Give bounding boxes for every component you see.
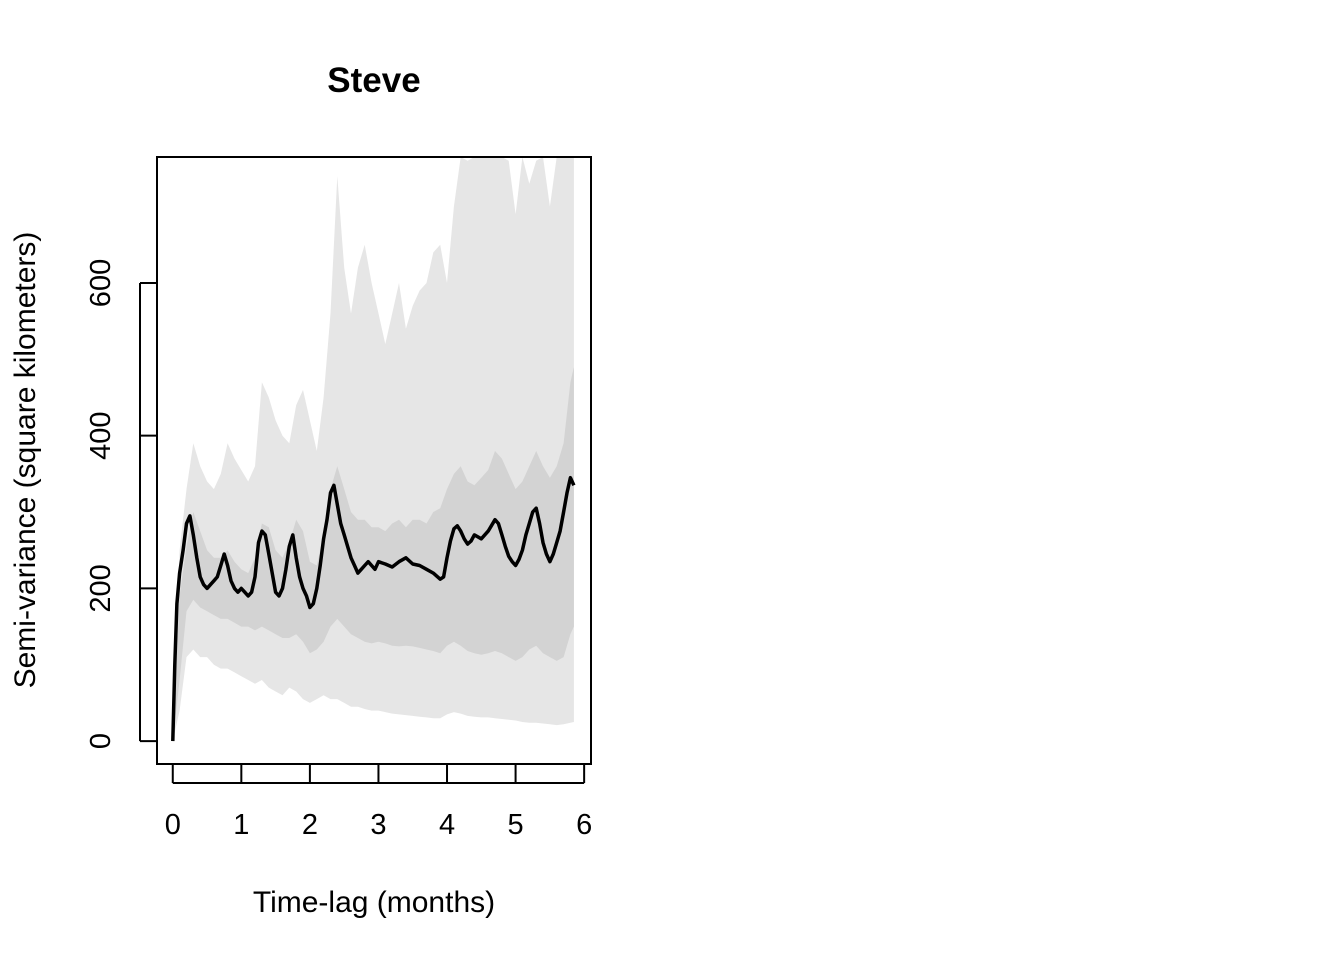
y-tick-label: 0 xyxy=(85,733,117,749)
x-tick-label: 3 xyxy=(370,809,386,841)
x-tick-label: 2 xyxy=(302,809,318,841)
series-line xyxy=(171,475,576,742)
x-tick-label: 4 xyxy=(439,809,455,841)
inner-interval-band xyxy=(172,367,574,742)
x-tick-label: 6 xyxy=(576,809,592,841)
x-tick-label: 0 xyxy=(165,809,181,841)
y-tick-label: 600 xyxy=(85,259,117,307)
chart-title: Steve xyxy=(327,61,420,100)
x-axis: 0 1 2 3 4 5 6 xyxy=(165,764,592,841)
y-tick-label: 400 xyxy=(85,412,117,460)
x-tick-label: 1 xyxy=(233,809,249,841)
plot-frame xyxy=(156,156,592,765)
semivariance-series xyxy=(171,475,576,742)
y-tick-label: 200 xyxy=(85,564,117,612)
confidence-bands xyxy=(172,157,574,742)
x-axis-label: Time-lag (months) xyxy=(253,886,495,919)
x-tick-label: 5 xyxy=(508,809,524,841)
y-axis-label: Semi-variance (square kilometers) xyxy=(9,232,42,689)
y-axis: 0 200 400 600 xyxy=(85,259,157,749)
